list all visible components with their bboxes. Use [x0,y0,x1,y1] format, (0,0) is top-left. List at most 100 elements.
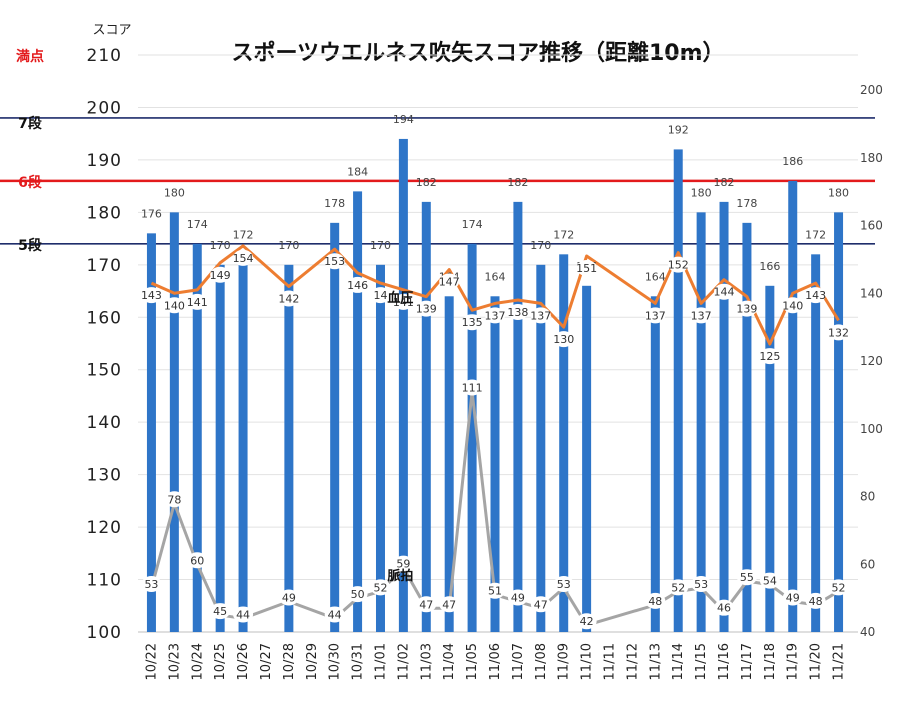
point-label-bg [828,324,849,341]
point-label-bg [324,253,345,270]
point-value-label: 139 [736,303,757,316]
x-tick-label: 11/03 [419,643,434,680]
bar [788,180,798,632]
point-value-label: 132 [828,326,849,339]
reference-lines: 満点 7段 6段 5段 [0,48,875,254]
x-tick-label: 11/04 [442,643,457,680]
point-label-bg [759,348,780,365]
bar [192,243,202,632]
point-label-bg [347,276,368,293]
bar [811,254,821,632]
point-label-bg [645,307,666,324]
point-label-bg [782,589,803,606]
bar [284,264,294,632]
point-value-label: 42 [580,615,594,628]
point-value-label: 52 [832,581,846,594]
point-value-label: 49 [282,592,296,605]
bar [330,222,340,632]
x-tick-label: 10/29 [305,643,320,680]
x-tick-label: 11/16 [717,643,732,680]
x-tick-label: 11/06 [488,643,503,680]
point-value-label: 137 [485,309,506,322]
point-label-bg [462,379,483,396]
point-value-label: 125 [759,350,780,363]
x-tick-label: 10/24 [190,643,205,680]
point-value-label: 52 [671,581,685,594]
point-value-label: 49 [786,592,800,605]
point-label-bg [416,596,437,613]
y-tick-label: 210 [87,46,122,66]
point-value-label: 137 [530,309,551,322]
point-label-bg [393,555,414,572]
point-value-label: 53 [144,578,158,591]
point-value-label: 44 [236,608,250,621]
x-tick-label: 10/28 [282,643,297,680]
y2-tick-label: 200 [860,83,883,97]
y2-tick-label: 40 [860,625,875,639]
point-label-bg [805,592,826,609]
point-value-label: 139 [416,303,437,316]
point-value-label: 146 [347,279,368,292]
point-value-label: 47 [534,598,548,611]
x-tick-label: 11/12 [625,643,640,680]
x-tick-label: 10/31 [351,643,366,680]
point-value-label: 111 [462,381,483,394]
point-value-label: 52 [373,581,387,594]
x-tick-label: 11/15 [694,643,709,680]
point-label-bg [576,613,597,630]
bar [536,264,546,632]
point-value-label: 152 [668,259,689,272]
x-tick-label: 11/08 [534,643,549,680]
bar [215,264,225,632]
bar-value-label: 180 [164,186,185,199]
point-label-bg [736,569,757,586]
point-value-label: 141 [187,296,208,309]
x-tick-label: 10/27 [259,643,274,680]
bar [467,243,477,632]
point-value-label: 149 [210,269,231,282]
point-label-bg [187,293,208,310]
bar-value-label: 172 [233,228,254,241]
y2-tick-label: 180 [860,151,883,165]
bar [238,254,248,632]
bar [673,149,683,632]
point-label-bg [507,304,528,321]
bar [375,264,385,632]
point-label-bg [164,297,185,314]
point-value-label: 45 [213,605,227,618]
point-value-label: 137 [691,309,712,322]
point-label-bg [553,575,574,592]
bar-value-label: 176 [141,207,162,220]
point-value-label: 147 [439,276,460,289]
bar [421,201,431,632]
point-value-label: 53 [557,578,571,591]
x-tick-label: 11/17 [740,643,755,680]
bar-value-label: 164 [485,270,506,283]
bar [398,138,408,632]
point-label-bg [507,589,528,606]
point-value-label: 47 [419,598,433,611]
point-label-bg [324,606,345,623]
point-label-bg [645,592,666,609]
bar [513,201,523,632]
point-label-bg [187,552,208,569]
y-tick-label: 180 [87,203,122,223]
point-value-label: 60 [190,554,204,567]
bar-value-label: 170 [530,239,551,252]
point-label-bg [141,575,162,592]
y-tick-label: 100 [87,623,122,643]
point-value-label: 48 [648,595,662,608]
point-value-label: 144 [714,286,735,299]
point-value-label: 59 [396,558,410,571]
point-label-bg [576,259,597,276]
point-label-bg [278,589,299,606]
bar [582,285,592,632]
point-label-bg [462,314,483,331]
point-label-bg [736,300,757,317]
point-label-bg [782,297,803,314]
y-tick-label: 200 [87,98,122,118]
bar [765,285,775,632]
x-tick-label: 10/25 [213,643,228,680]
